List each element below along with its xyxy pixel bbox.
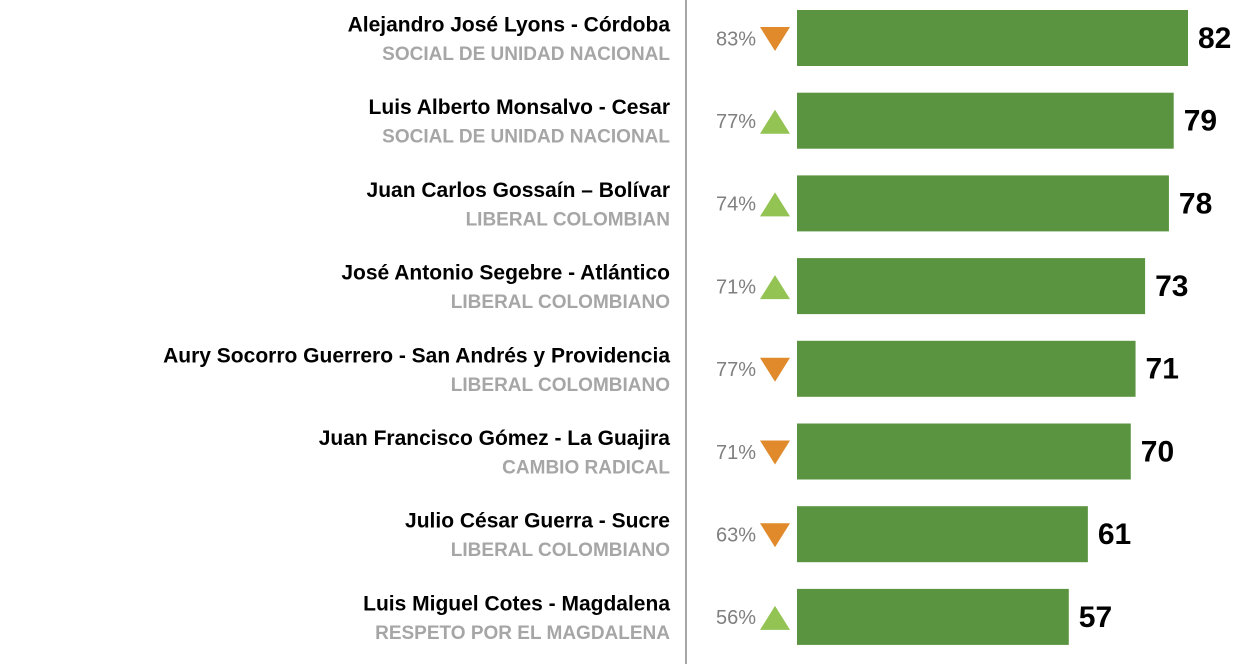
trend-arrow — [760, 440, 790, 465]
party-label: RESPETO POR EL MAGDALENA — [375, 623, 670, 644]
party-label: CAMBIO RADICAL — [502, 458, 670, 479]
previous-label: 77% — [716, 359, 756, 381]
value-label: 73 — [1155, 270, 1188, 303]
previous-label: 74% — [716, 194, 756, 216]
bar — [797, 588, 1069, 645]
previous-label: 83% — [716, 28, 756, 50]
party-label: LIBERAL COLOMBIANO — [451, 375, 670, 396]
trend-arrow — [760, 192, 790, 217]
value-label: 57 — [1079, 601, 1112, 634]
value-label: 61 — [1098, 518, 1131, 551]
category-label: Juan Carlos Gossaín – Bolívar — [367, 179, 670, 202]
bar — [797, 92, 1174, 149]
party-label: LIBERAL COLOMBIAN — [466, 209, 670, 230]
category-label: Aury Socorro Guerrero - San Andrés y Pro… — [163, 344, 670, 367]
trend-arrow — [760, 605, 790, 630]
value-label: 79 — [1184, 105, 1217, 138]
party-label: LIBERAL COLOMBIANO — [451, 540, 670, 561]
bar — [797, 506, 1088, 563]
bar — [797, 175, 1169, 232]
previous-label: 71% — [716, 442, 756, 464]
previous-label: 71% — [716, 276, 756, 298]
trend-arrow — [760, 109, 790, 134]
previous-label: 63% — [716, 524, 756, 546]
value-label: 71 — [1146, 353, 1179, 386]
bar — [797, 340, 1136, 397]
value-label: 82 — [1198, 22, 1231, 55]
value-label: 78 — [1179, 187, 1212, 220]
category-label: Luis Alberto Monsalvo - Cesar — [369, 96, 670, 119]
party-label: SOCIAL DE UNIDAD NACIONAL — [382, 127, 670, 148]
trend-arrow — [760, 27, 790, 51]
trend-arrow — [760, 275, 790, 300]
category-label: Luis Miguel Cotes - Magdalena — [363, 592, 670, 615]
category-label: José Antonio Segebre - Atlántico — [341, 262, 670, 285]
category-label: Alejandro José Lyons - Córdoba — [348, 14, 671, 37]
bar — [797, 258, 1146, 315]
bar — [797, 10, 1188, 66]
previous-label: 77% — [716, 111, 756, 133]
value-label: 70 — [1141, 435, 1174, 468]
category-label: Juan Francisco Gómez - La Guajira — [319, 427, 671, 450]
bar — [797, 423, 1131, 480]
party-label: LIBERAL COLOMBIANO — [451, 292, 670, 313]
trend-arrow — [760, 523, 790, 548]
party-label: SOCIAL DE UNIDAD NACIONAL — [382, 44, 670, 65]
category-label: Julio César Guerra - Sucre — [405, 510, 670, 533]
trend-arrow — [760, 357, 790, 382]
previous-label: 56% — [716, 607, 756, 629]
